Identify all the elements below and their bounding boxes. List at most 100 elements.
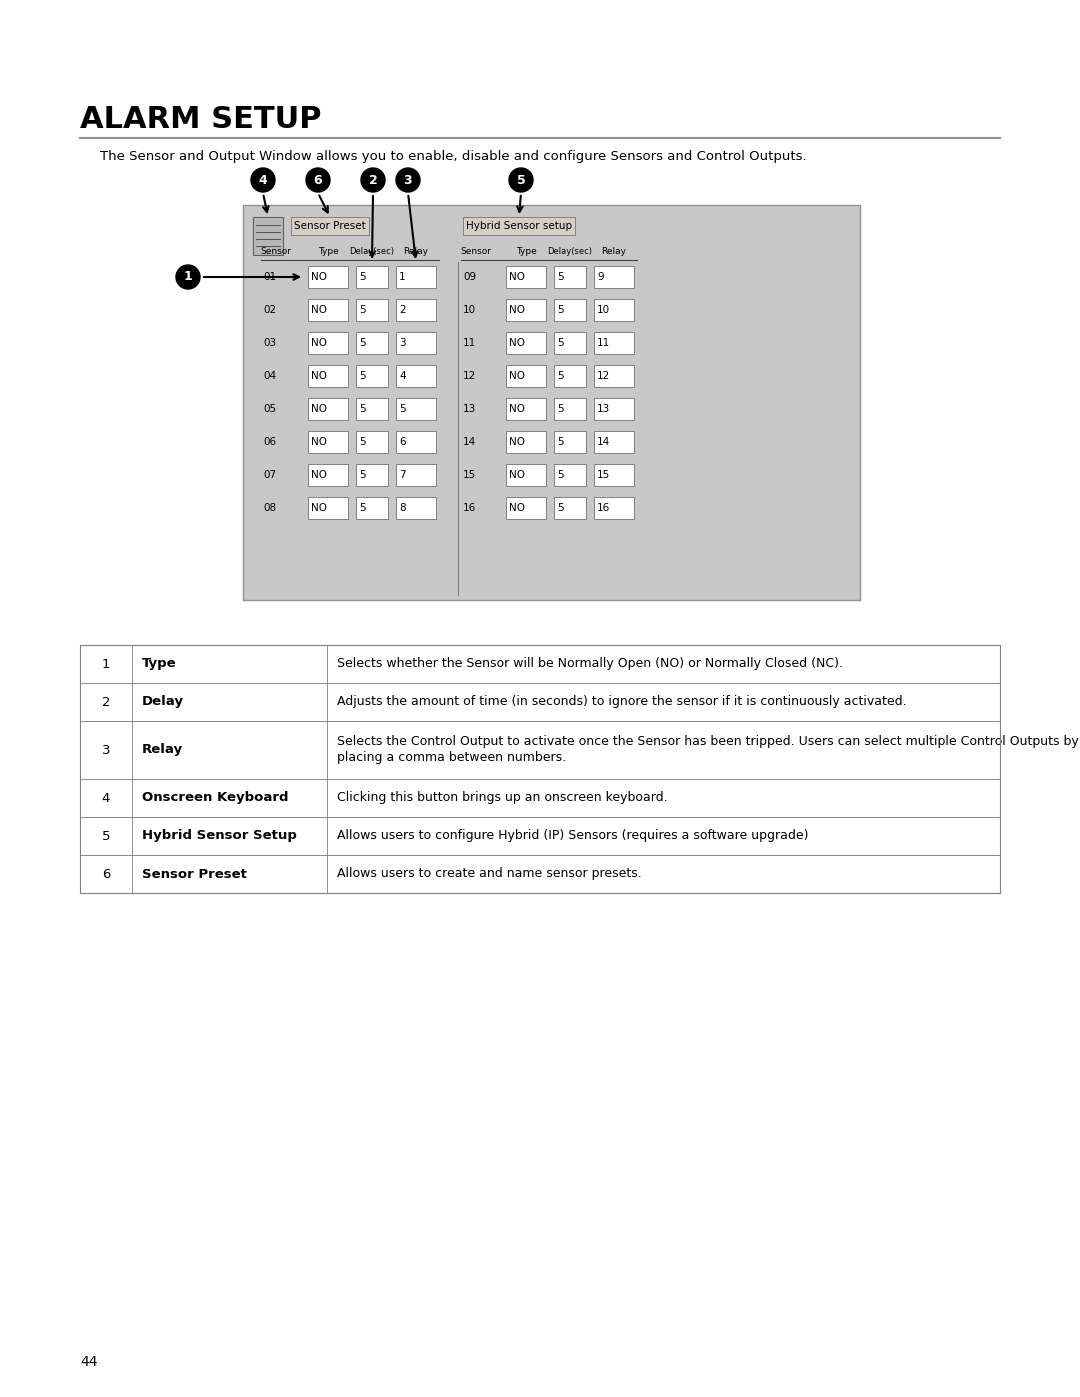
Text: 5: 5 — [399, 404, 406, 414]
Bar — [554, 398, 586, 420]
Text: 2: 2 — [368, 173, 377, 187]
Text: Selects whether the Sensor will be Normally Open (NO) or Normally Closed (NC).: Selects whether the Sensor will be Norma… — [337, 658, 843, 671]
Circle shape — [396, 168, 420, 191]
Bar — [594, 497, 634, 520]
Text: 5: 5 — [516, 173, 525, 187]
Bar — [308, 265, 348, 288]
Text: Allows users to create and name sensor presets.: Allows users to create and name sensor p… — [337, 868, 642, 880]
Text: 14: 14 — [462, 437, 476, 447]
Text: NO: NO — [509, 305, 525, 314]
Text: NO: NO — [311, 404, 327, 414]
Bar — [554, 432, 586, 453]
Text: Sensor Preset: Sensor Preset — [294, 221, 366, 231]
Text: 5: 5 — [359, 338, 366, 348]
Bar — [356, 497, 388, 520]
Bar — [80, 645, 1000, 683]
Circle shape — [509, 168, 534, 191]
Bar — [396, 265, 436, 288]
Bar — [80, 645, 1000, 893]
Text: 5: 5 — [557, 272, 564, 282]
Bar — [396, 332, 436, 353]
Text: 07: 07 — [262, 469, 276, 481]
Bar — [308, 299, 348, 321]
Text: 4: 4 — [258, 173, 268, 187]
Text: 5: 5 — [557, 305, 564, 314]
Text: 4: 4 — [399, 372, 406, 381]
Text: NO: NO — [311, 469, 327, 481]
Bar — [308, 432, 348, 453]
Bar — [554, 365, 586, 387]
Text: Selects the Control Output to activate once the Sensor has been tripped. Users c: Selects the Control Output to activate o… — [337, 735, 1079, 764]
Text: 2: 2 — [399, 305, 406, 314]
Bar — [356, 432, 388, 453]
Text: NO: NO — [509, 372, 525, 381]
Bar — [396, 398, 436, 420]
Text: NO: NO — [509, 503, 525, 513]
Bar — [80, 683, 1000, 721]
Text: 5: 5 — [359, 437, 366, 447]
Text: NO: NO — [311, 437, 327, 447]
Bar — [594, 432, 634, 453]
Circle shape — [251, 168, 275, 191]
Bar — [80, 721, 1000, 780]
Text: 1: 1 — [399, 272, 406, 282]
Text: Delay(sec): Delay(sec) — [350, 246, 394, 256]
Bar — [507, 332, 546, 353]
Bar — [594, 365, 634, 387]
Text: 12: 12 — [597, 372, 610, 381]
Bar — [308, 332, 348, 353]
Text: 5: 5 — [102, 830, 110, 842]
Bar — [80, 780, 1000, 817]
Bar — [80, 817, 1000, 855]
Text: 13: 13 — [597, 404, 610, 414]
Text: 5: 5 — [359, 404, 366, 414]
Bar — [507, 299, 546, 321]
Text: 5: 5 — [557, 372, 564, 381]
Bar — [554, 464, 586, 486]
Text: 3: 3 — [404, 173, 413, 187]
Bar — [463, 217, 575, 235]
Bar — [396, 464, 436, 486]
Text: Relay: Relay — [602, 246, 626, 256]
Text: 8: 8 — [399, 503, 406, 513]
Bar — [594, 332, 634, 353]
Bar — [80, 855, 1000, 893]
Text: 03: 03 — [262, 338, 276, 348]
Text: 5: 5 — [557, 338, 564, 348]
Bar — [507, 464, 546, 486]
Text: 10: 10 — [463, 305, 476, 314]
Text: 11: 11 — [597, 338, 610, 348]
Text: 08: 08 — [262, 503, 276, 513]
Bar — [507, 365, 546, 387]
Text: 6: 6 — [313, 173, 322, 187]
Text: 3: 3 — [102, 743, 110, 757]
Text: 14: 14 — [597, 437, 610, 447]
Bar — [507, 497, 546, 520]
Text: 5: 5 — [359, 469, 366, 481]
Text: 10: 10 — [597, 305, 610, 314]
Bar — [594, 464, 634, 486]
Text: Clicking this button brings up an onscreen keyboard.: Clicking this button brings up an onscre… — [337, 792, 667, 805]
Bar — [356, 464, 388, 486]
Bar — [291, 217, 369, 235]
Bar — [308, 365, 348, 387]
Text: The Sensor and Output Window allows you to enable, disable and configure Sensors: The Sensor and Output Window allows you … — [100, 149, 807, 163]
Text: NO: NO — [311, 305, 327, 314]
Text: 5: 5 — [557, 469, 564, 481]
Text: Sensor: Sensor — [460, 246, 491, 256]
Text: Type: Type — [141, 658, 177, 671]
Text: NO: NO — [509, 338, 525, 348]
Text: Relay: Relay — [404, 246, 429, 256]
Text: 5: 5 — [557, 503, 564, 513]
Text: 06: 06 — [262, 437, 276, 447]
Text: 01: 01 — [262, 272, 276, 282]
Bar — [594, 265, 634, 288]
Text: NO: NO — [311, 338, 327, 348]
Text: Allows users to configure Hybrid (IP) Sensors (requires a software upgrade): Allows users to configure Hybrid (IP) Se… — [337, 830, 809, 842]
Text: Delay: Delay — [141, 696, 184, 708]
Text: 4: 4 — [102, 792, 110, 805]
Bar — [396, 432, 436, 453]
Circle shape — [306, 168, 330, 191]
Bar — [253, 217, 283, 256]
Text: Delay(sec): Delay(sec) — [548, 246, 593, 256]
